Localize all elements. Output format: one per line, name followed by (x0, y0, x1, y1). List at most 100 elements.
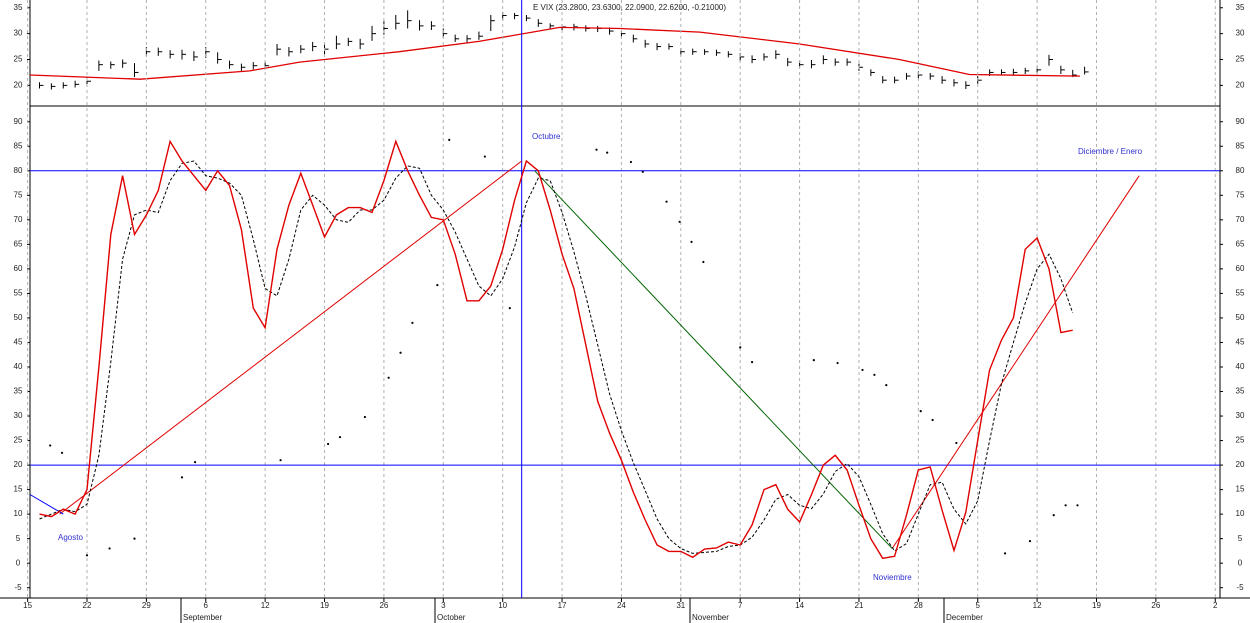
y-tick-label: 30 (1236, 29, 1245, 38)
dot (1028, 540, 1032, 543)
y-tick-label: 30 (1236, 411, 1245, 420)
dot (60, 451, 64, 454)
dot (448, 138, 451, 141)
x-tick-label: 6 (204, 601, 209, 610)
chart-title: E VIX (23.2800, 23.6300, 22.0900, 22.620… (533, 3, 726, 12)
dot (85, 554, 89, 557)
month-label: October (437, 613, 466, 622)
dot (812, 359, 815, 362)
y-tick-label: 20 (14, 80, 23, 89)
x-tick-label: 15 (23, 601, 32, 610)
dot (955, 441, 958, 445)
trend-line (534, 170, 893, 549)
trend-line (891, 175, 1140, 549)
y-tick-label: 90 (1236, 117, 1245, 126)
dot (641, 170, 644, 173)
x-tick-label: 28 (914, 601, 923, 610)
y-tick-label: 75 (1236, 190, 1245, 199)
dot (483, 155, 486, 158)
dot (508, 307, 511, 310)
month-label: December (946, 613, 983, 622)
y-tick-label: 75 (14, 190, 23, 199)
dot (595, 148, 598, 151)
dot (108, 547, 111, 550)
y-tick-label: -5 (14, 583, 22, 592)
dot (326, 442, 330, 446)
trend-line (29, 494, 64, 515)
dot (919, 410, 922, 413)
dot (411, 321, 414, 324)
dot (1076, 504, 1079, 507)
x-tick-label: 17 (558, 601, 567, 610)
dot (387, 376, 390, 379)
y-tick-label: 60 (14, 264, 23, 273)
x-tick-label: 10 (498, 601, 507, 610)
annotation: Noviembre (873, 573, 912, 582)
y-tick-label: 25 (14, 55, 23, 64)
dot (606, 151, 609, 154)
dot (1003, 552, 1007, 555)
dot (279, 459, 282, 462)
y-tick-label: 65 (14, 239, 23, 248)
dot (180, 476, 184, 479)
x-tick-label: 14 (795, 601, 804, 610)
y-tick-label: 15 (14, 485, 23, 494)
y-tick-label: 25 (14, 436, 23, 445)
dot (133, 537, 136, 540)
y-tick-label: 35 (14, 387, 23, 396)
dot (363, 415, 367, 419)
y-tick-label: 0 (1238, 558, 1243, 567)
x-tick-label: 21 (855, 601, 864, 610)
x-tick-label: 24 (617, 601, 626, 610)
dot (193, 461, 197, 464)
x-tick-label: 26 (1151, 601, 1160, 610)
y-tick-label: 55 (14, 289, 23, 298)
y-tick-label: 10 (14, 509, 23, 518)
y-tick-label: 20 (1236, 460, 1245, 469)
y-tick-label: 85 (14, 141, 23, 150)
annotation: Octubre (532, 132, 561, 141)
y-tick-label: 70 (1236, 215, 1245, 224)
y-tick-label: 45 (1236, 338, 1245, 347)
dot (861, 368, 864, 372)
x-tick-label: 22 (83, 601, 92, 610)
dot (629, 160, 633, 164)
dot (338, 436, 342, 439)
dot (885, 384, 888, 387)
trend-line (59, 160, 523, 515)
x-tick-label: 2 (1213, 601, 1218, 610)
dot (750, 360, 754, 364)
month-label: September (183, 613, 222, 622)
dot (436, 283, 439, 287)
x-tick-label: 29 (142, 601, 151, 610)
y-tick-label: 80 (1236, 166, 1245, 175)
dot (873, 373, 876, 376)
y-tick-label: 40 (14, 362, 23, 371)
series-line (39, 160, 1074, 554)
x-tick-label: 12 (261, 601, 270, 610)
dot (702, 260, 705, 264)
dot (1052, 514, 1055, 517)
y-tick-label: 25 (1236, 436, 1245, 445)
x-tick-label: 19 (1092, 601, 1101, 610)
y-tick-label: 90 (14, 117, 23, 126)
dot (399, 351, 402, 354)
y-tick-label: 35 (1236, 387, 1245, 396)
y-tick-label: 5 (1238, 534, 1243, 543)
y-tick-label: 30 (14, 411, 23, 420)
y-tick-label: 50 (1236, 313, 1245, 322)
series-line (39, 139, 1073, 560)
y-tick-label: 15 (1236, 485, 1245, 494)
y-tick-label: 50 (14, 313, 23, 322)
y-tick-label: 80 (14, 166, 23, 175)
x-tick-label: 26 (379, 601, 388, 610)
dot (665, 200, 668, 203)
annotation: Diciembre / Enero (1078, 147, 1143, 156)
y-tick-label: 0 (16, 558, 21, 567)
y-tick-label: 60 (1236, 264, 1245, 273)
y-tick-label: 25 (1236, 55, 1245, 64)
dot (49, 444, 52, 447)
x-tick-label: 19 (320, 601, 329, 610)
y-tick-label: 55 (1236, 289, 1245, 298)
